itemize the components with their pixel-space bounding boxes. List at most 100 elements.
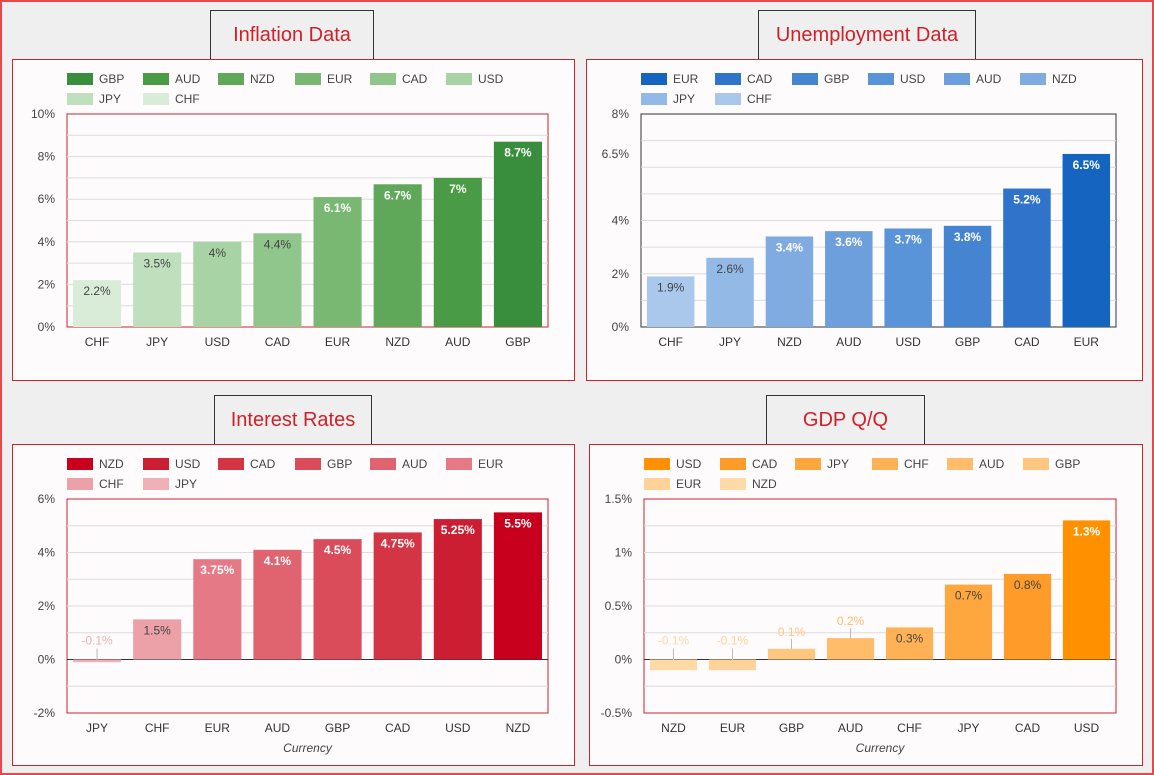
legend-item-jpy[interactable]: JPY <box>795 457 849 471</box>
legend-item-eur[interactable]: EUR <box>644 477 702 491</box>
legend-swatch <box>947 458 973 470</box>
data-label: 2.6% <box>716 262 744 276</box>
legend-item-nzd[interactable]: NZD <box>720 477 777 491</box>
x-tick-label: CAD <box>1015 721 1041 735</box>
bar-aud[interactable] <box>253 549 302 660</box>
legend-item-aud[interactable]: AUD <box>370 457 428 471</box>
bar-gbp[interactable] <box>943 225 992 327</box>
x-tick-label: CAD <box>265 335 291 349</box>
legend-item-nzd[interactable]: NZD <box>1020 72 1077 86</box>
bar-jpy[interactable] <box>706 257 754 327</box>
bar-eur[interactable] <box>193 559 242 660</box>
bar-eur[interactable] <box>1062 153 1111 327</box>
legend-item-chf[interactable]: CHF <box>872 457 929 471</box>
bar-usd[interactable] <box>433 519 482 660</box>
legend-label: USD <box>478 72 504 86</box>
legend-item-jpy[interactable]: JPY <box>641 92 695 106</box>
data-label: 5.2% <box>1013 193 1041 207</box>
legend-item-cad[interactable]: CAD <box>715 72 773 86</box>
legend-label: JPY <box>99 92 121 106</box>
legend-item-nzd[interactable]: NZD <box>218 72 275 86</box>
legend-label: CAD <box>402 72 428 86</box>
legend-item-chf[interactable]: CHF <box>143 92 200 106</box>
bar-chf[interactable] <box>646 276 695 327</box>
legend-label: GBP <box>99 72 124 86</box>
legend-item-gbp[interactable]: GBP <box>792 72 849 86</box>
bar-eur[interactable] <box>708 659 757 671</box>
x-tick-label: GBP <box>505 335 530 349</box>
legend-item-eur[interactable]: EUR <box>446 457 504 471</box>
bar-gbp[interactable] <box>493 141 542 327</box>
legend-label: NZD <box>752 477 777 491</box>
x-tick-label: CHF <box>658 335 683 349</box>
bar-usd[interactable] <box>884 228 932 327</box>
bar-usd[interactable] <box>1062 520 1111 660</box>
bar-chf[interactable] <box>133 619 182 660</box>
legend-item-nzd[interactable]: NZD <box>67 457 124 471</box>
legend-item-usd[interactable]: USD <box>868 72 926 86</box>
data-label: 4.75% <box>381 536 415 550</box>
bar-chf[interactable] <box>73 280 122 327</box>
legend-item-gbp[interactable]: GBP <box>295 457 352 471</box>
bar-cad[interactable] <box>373 532 422 660</box>
bar-gbp[interactable] <box>767 648 816 660</box>
x-tick-label: GBP <box>325 721 350 735</box>
legend-item-eur[interactable]: EUR <box>295 72 353 86</box>
bar-cad[interactable] <box>253 233 302 327</box>
legend-swatch <box>295 73 321 85</box>
legend-label: AUD <box>175 72 201 86</box>
bar-eur[interactable] <box>313 197 362 327</box>
legend-item-usd[interactable]: USD <box>446 72 504 86</box>
legend-label: USD <box>175 457 201 471</box>
legend-label: JPY <box>827 457 849 471</box>
legend-item-cad[interactable]: CAD <box>218 457 276 471</box>
bar-cad[interactable] <box>1003 188 1051 327</box>
y-tick-label: 4% <box>38 546 56 560</box>
legend-item-chf[interactable]: CHF <box>715 92 772 106</box>
x-tick-label: JPY <box>719 335 741 349</box>
legend-label: NZD <box>1052 72 1077 86</box>
legend-label: CHF <box>747 92 772 106</box>
legend-item-jpy[interactable]: JPY <box>67 92 121 106</box>
legend-item-usd[interactable]: USD <box>644 457 702 471</box>
bar-chf[interactable] <box>885 627 934 660</box>
legend-item-gbp[interactable]: GBP <box>67 72 124 86</box>
bar-nzd[interactable] <box>493 512 542 660</box>
legend-item-usd[interactable]: USD <box>143 457 201 471</box>
data-label: 8.7% <box>504 146 532 160</box>
x-tick-label: AUD <box>836 335 862 349</box>
legend-item-cad[interactable]: CAD <box>720 457 778 471</box>
legend-label: NZD <box>250 72 275 86</box>
legend-label: CAD <box>250 457 276 471</box>
x-tick-label: CHF <box>897 721 922 735</box>
data-label: 4.1% <box>264 554 292 568</box>
gdp-title: GDP Q/Q <box>766 395 925 446</box>
legend-swatch <box>370 458 396 470</box>
bar-jpy[interactable] <box>133 252 182 327</box>
legend-swatch <box>1020 73 1046 85</box>
legend-item-jpy[interactable]: JPY <box>143 477 197 491</box>
legend-item-gbp[interactable]: GBP <box>1023 457 1080 471</box>
legend-swatch <box>720 458 746 470</box>
bar-aud[interactable] <box>826 638 875 660</box>
unemployment-chart-panel: EUR CAD GBP USD AUD NZD JPY CHF 0% 2% 4% 6.5% 8% 1.9%… <box>586 59 1143 381</box>
bar-nzd[interactable] <box>765 236 814 327</box>
legend-label: AUD <box>402 457 428 471</box>
legend-item-cad[interactable]: CAD <box>370 72 428 86</box>
bar-jpy[interactable] <box>944 584 993 660</box>
bar-cad[interactable] <box>1003 573 1052 660</box>
bar-nzd[interactable] <box>649 659 698 671</box>
legend-item-eur[interactable]: EUR <box>641 72 699 86</box>
legend-item-aud[interactable]: AUD <box>944 72 1002 86</box>
legend-item-aud[interactable]: AUD <box>947 457 1005 471</box>
legend-item-chf[interactable]: CHF <box>67 477 124 491</box>
bar-aud[interactable] <box>825 231 873 327</box>
bar-gbp[interactable] <box>313 539 362 660</box>
legend-swatch <box>143 478 169 490</box>
bar-jpy[interactable] <box>73 659 122 663</box>
x-tick-label: NZD <box>385 335 410 349</box>
bar-usd[interactable] <box>193 241 242 327</box>
bar-nzd[interactable] <box>373 184 422 327</box>
legend-item-aud[interactable]: AUD <box>143 72 201 86</box>
bar-aud[interactable] <box>433 177 482 327</box>
